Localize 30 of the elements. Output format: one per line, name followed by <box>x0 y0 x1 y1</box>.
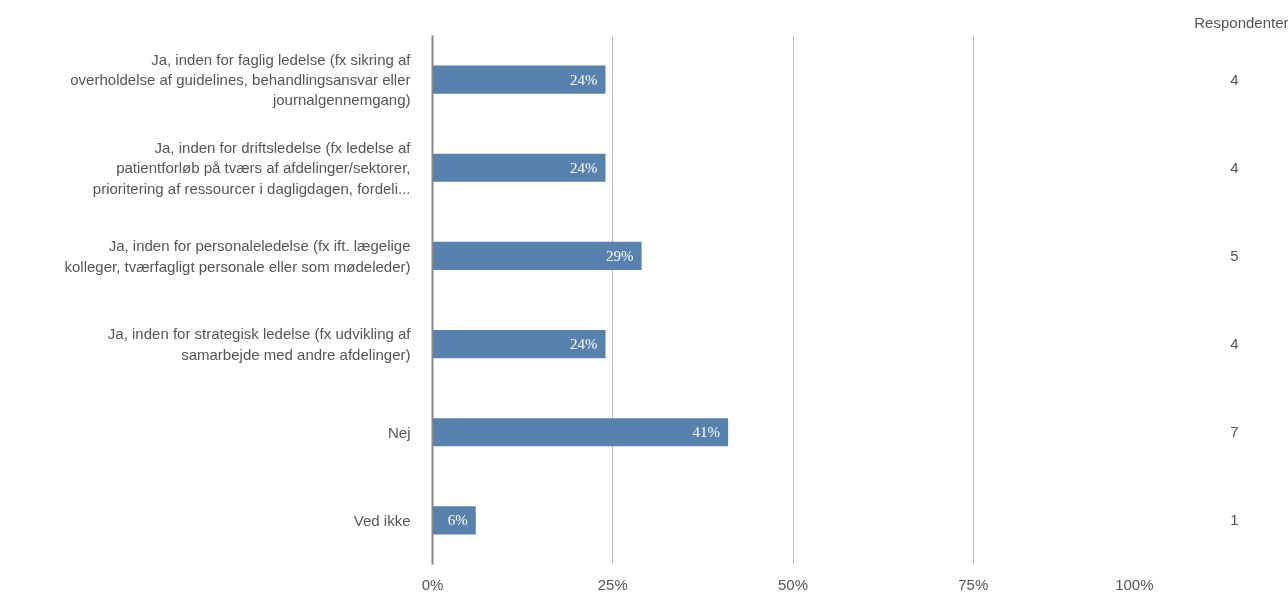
text: Respondenter <box>1194 13 1288 31</box>
x-tick-label: 75% <box>958 575 989 593</box>
y-tick-label: Ja, inden for personaleledelse (fx ift. lægelige kolleger, tværfagligt personale eller som mødeleder) <box>64 237 411 275</box>
bar <box>432 418 729 447</box>
data-label: 41% <box>692 424 721 441</box>
x-tick-label: 0% <box>421 575 444 593</box>
text: 4 <box>1230 335 1239 353</box>
text: 7 <box>1230 423 1239 441</box>
data-label: 24% <box>570 71 598 88</box>
bar <box>432 65 606 94</box>
bar <box>432 329 606 359</box>
data-label: 29% <box>606 247 634 264</box>
x-tick-label: 50% <box>777 575 809 593</box>
text: 4 <box>1230 158 1239 176</box>
text: 5 <box>1230 246 1239 264</box>
bar <box>432 241 642 271</box>
y-tick-label: Ved ikke <box>353 511 411 529</box>
data-label: 24% <box>570 336 598 353</box>
y-tick-label: Nej <box>387 423 411 441</box>
bar <box>432 506 476 535</box>
x-tick-label: 25% <box>597 575 628 593</box>
text: 1 <box>1230 511 1239 529</box>
y-tick-label: Ja, inden for faglig ledelse (fx sikring af overholdelse af guidelines, behandlingsansvar eller journalgennemgang) <box>70 50 412 109</box>
x-tick-label: 100% <box>1115 575 1154 593</box>
y-tick-label: Ja, inden for strategisk ledelse (fx udvikling af samarbejde med andre afdelinger) <box>107 325 412 363</box>
y-tick-label: Ja, inden for driftsledelse (fx ledelse af patientforløb på tværs af afdelinger/sektorer, prioritering af ressourcer i dagligdagen, fordeli... <box>92 138 412 197</box>
bar <box>432 153 606 182</box>
text: 4 <box>1230 70 1239 88</box>
data-label: 6% <box>447 512 468 529</box>
data-label: 24% <box>570 159 598 176</box>
